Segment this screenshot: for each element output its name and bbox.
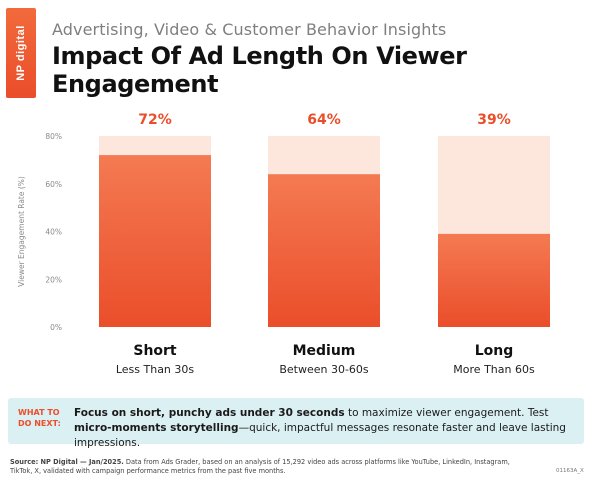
callout-text-2: —quick, impactful messages resonate fast… xyxy=(74,422,566,449)
y-tick-label: 60% xyxy=(45,180,62,189)
category-label-short: Short xyxy=(133,343,177,359)
category-sublabel-long: More Than 60s xyxy=(453,363,535,376)
value-label: 39% xyxy=(477,112,511,128)
category-sublabel-medium: Between 30-60s xyxy=(279,363,369,376)
category-sublabel-short: Less Than 30s xyxy=(115,363,195,376)
category-label-long: Long xyxy=(474,343,514,359)
page-title: Impact Of Ad Length On Viewer Engagement xyxy=(52,42,467,98)
category-label-medium: Medium xyxy=(292,343,356,359)
what-to-do-next-callout: WHAT TO DO NEXT: Focus on short, punchy … xyxy=(8,398,584,449)
bar-chart: Viewer Engagement Rate (%) 0% 20% 40% 60% 80… xyxy=(17,112,550,332)
y-axis-title: Viewer Engagement Rate (%) xyxy=(17,176,26,287)
callout-text-1: to maximize viewer engagement. Test xyxy=(344,407,549,419)
bar xyxy=(268,174,380,327)
callout-bold-1: Focus on short, punchy ads under 30 seco… xyxy=(74,407,345,419)
source-note: Source: NP Digital — Jan/2025. Data from… xyxy=(10,458,530,476)
value-label: 72% xyxy=(138,112,172,128)
y-tick-label: 20% xyxy=(45,275,62,284)
chart-code: 01163A_X xyxy=(556,468,584,474)
brand-logo-text: NP digital xyxy=(15,25,27,81)
y-tick-label: 40% xyxy=(45,228,62,237)
callout-text: Focus on short, punchy ads under 30 seco… xyxy=(74,406,574,451)
bar xyxy=(99,155,211,327)
callout-label: WHAT TO DO NEXT: xyxy=(18,408,61,428)
bar xyxy=(438,233,550,327)
source-text: Data from Ads Grader, based on an analys… xyxy=(10,458,510,475)
y-tick-label: 0% xyxy=(50,323,62,332)
y-tick-label: 80% xyxy=(45,132,62,141)
callout-bold-2: micro-moments storytelling xyxy=(74,422,239,434)
brand-logo: NP digital xyxy=(6,8,36,98)
source-label: Source: NP Digital — Jan/2025. xyxy=(10,458,124,466)
value-label: 64% xyxy=(307,112,341,128)
page-subtitle: Advertising, Video & Customer Behavior I… xyxy=(52,20,447,39)
